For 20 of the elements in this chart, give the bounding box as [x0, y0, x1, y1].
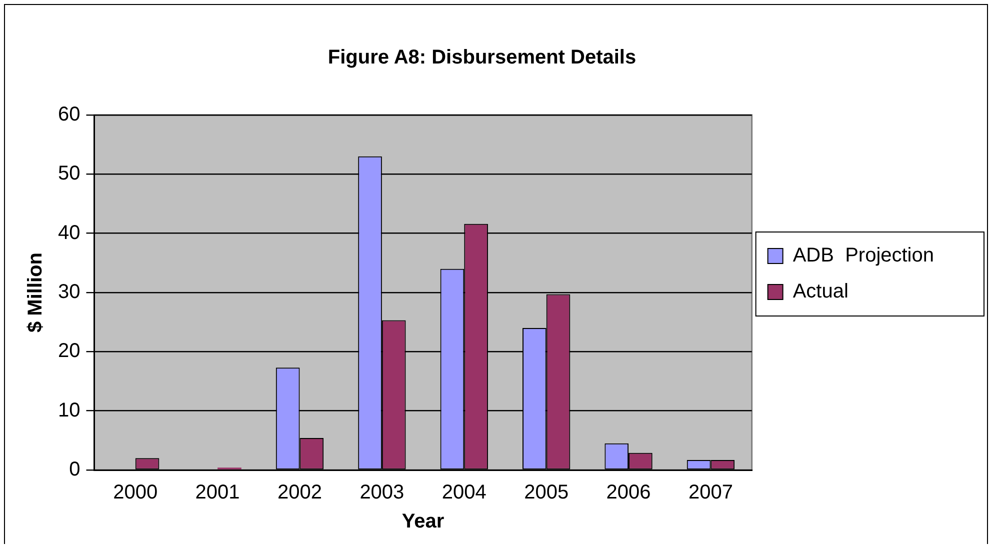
x-tick-label: 2002	[277, 482, 322, 504]
legend-label: Actual	[792, 280, 848, 303]
y-axis-title: $ Million	[24, 252, 47, 332]
legend-label: ADB Projection	[792, 244, 934, 267]
x-axis-title: Year	[402, 510, 444, 533]
y-tick-label: 20	[58, 340, 80, 362]
chart-title: Figure A8: Disbursement Details	[328, 46, 636, 69]
y-tick-label: 30	[58, 281, 80, 304]
y-tick-label: 50	[58, 162, 80, 185]
x-tick-label: 2007	[688, 482, 733, 504]
y-tick-label: 40	[58, 222, 80, 244]
x-tick-label: 2005	[524, 482, 569, 504]
x-tick-label: 2004	[442, 482, 486, 504]
y-tick-label: 10	[58, 399, 80, 422]
x-tick-label: 2006	[606, 482, 651, 504]
y-tick-label: 60	[58, 104, 80, 126]
x-tick-label: 2000	[113, 482, 158, 504]
y-tick-label: 0	[69, 458, 80, 481]
x-tick-label: 2001	[195, 482, 240, 504]
x-tick-label: 2003	[360, 482, 404, 504]
